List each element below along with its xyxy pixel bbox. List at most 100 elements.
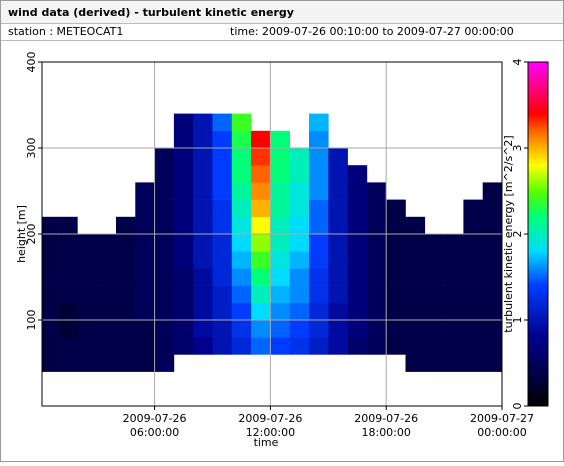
heatmap-cell [270, 182, 290, 200]
chart-title: wind data (derived) - turbulent kinetic … [8, 6, 294, 19]
heatmap-cell [212, 302, 233, 321]
heatmap-cell [270, 268, 290, 286]
heatmap-cell [308, 113, 329, 132]
heatmap-cell [212, 320, 233, 338]
heatmap-cell [328, 285, 348, 304]
heatmap-cell [463, 337, 483, 355]
heatmap-cell [270, 285, 290, 304]
heatmap-cell [270, 165, 290, 183]
heatmap-cell [386, 285, 406, 304]
heatmap-cell [444, 268, 464, 286]
heatmap-cell [366, 268, 387, 286]
heatmap-cell [347, 199, 368, 218]
plot-border [41, 61, 503, 407]
heatmap-cell [135, 216, 155, 235]
heatmap-cell [424, 268, 445, 286]
heatmap-cell [366, 320, 387, 338]
heatmap-cell [482, 268, 503, 286]
heatmap-cell [96, 302, 117, 321]
colorbar-tick-label: 2 [511, 231, 524, 238]
heatmap-cell [58, 216, 78, 235]
heatmap-cell [193, 234, 213, 252]
heatmap-cell [463, 199, 483, 218]
heatmap-cell [463, 234, 483, 252]
heatmap-cell [231, 113, 252, 132]
heatmap-cell [42, 302, 59, 321]
x-tick-label: 00:00:00 [477, 426, 526, 439]
heatmap-cell [212, 234, 233, 252]
colorbar-tick-label: 4 [511, 59, 524, 66]
heatmap-cell [251, 199, 271, 218]
heatmap-cell [328, 320, 348, 338]
heatmap-cell [405, 251, 426, 269]
heatmap-cell [115, 268, 136, 286]
heatmap-cell [308, 182, 329, 200]
heatmap-cell [444, 234, 464, 252]
heatmap-cell [173, 302, 194, 321]
heatmap-cell [193, 337, 213, 355]
heatmap-cell [424, 302, 445, 321]
heatmap-cell [482, 251, 503, 269]
heatmap-cell [193, 199, 213, 218]
heatmap-cell [115, 337, 136, 355]
heatmap-cell [251, 234, 271, 252]
heatmap-cell [58, 285, 78, 304]
heatmap-cell [444, 320, 464, 338]
y-tick-label: 200 [25, 224, 38, 245]
heatmap-cell [405, 268, 426, 286]
heatmap-cell [173, 320, 194, 338]
heatmap-cell [289, 234, 310, 252]
heatmap-cell [58, 320, 78, 338]
heatmap-cell [42, 354, 59, 372]
heatmap-cell [405, 337, 426, 355]
heatmap-cell [154, 234, 175, 252]
heatmap-cell [251, 302, 271, 321]
heatmap-cell [463, 268, 483, 286]
heatmap-cell [424, 354, 445, 372]
heatmap-cell [96, 337, 117, 355]
time-range: time: 2009-07-26 00:10:00 to 2009-07-27 … [230, 25, 514, 38]
heatmap-cell [347, 182, 368, 200]
heatmap-cell [135, 199, 155, 218]
heatmap-cell [212, 337, 233, 355]
heatmap-cell [212, 268, 233, 286]
heatmap-cell [386, 268, 406, 286]
heatmap-cell [308, 148, 329, 166]
heatmap-cell [251, 182, 271, 200]
heatmap-cell [173, 234, 194, 252]
heatmap-cell [328, 165, 348, 183]
heatmap-cell [173, 285, 194, 304]
heatmap-cell [193, 216, 213, 235]
heatmap-cell [405, 320, 426, 338]
colorbar [527, 61, 549, 407]
heatmap-cell [231, 130, 252, 149]
heatmap-cell [193, 165, 213, 183]
heatmap-cell [386, 320, 406, 338]
heatmap-cell [347, 251, 368, 269]
axes: 1002003004002009-07-2606:00:002009-07-26… [25, 52, 549, 439]
heatmap-cell [77, 234, 97, 252]
heatmap-cell [424, 337, 445, 355]
title-bar [1, 1, 563, 23]
heatmap-cell [251, 148, 271, 166]
heatmap-cell [366, 337, 387, 355]
heatmap-cell [366, 216, 387, 235]
heatmap-cell [366, 302, 387, 321]
heatmap-cell [212, 251, 233, 269]
heatmap-cell [58, 337, 78, 355]
heatmap-cell [193, 130, 213, 149]
heatmap-cell [347, 302, 368, 321]
heatmap-cell [289, 182, 310, 200]
heatmap-cell [424, 320, 445, 338]
heatmap-cell [154, 216, 175, 235]
heatmap-cell [251, 165, 271, 183]
x-tick-label: 2009-07-26 [238, 412, 302, 425]
colorbar-tick-label: 1 [511, 317, 524, 324]
x-tick-label: 18:00:00 [361, 426, 410, 439]
heatmap-cell [42, 268, 59, 286]
heatmap-cell [212, 182, 233, 200]
heatmap-cell [347, 268, 368, 286]
heatmap-cell [308, 268, 329, 286]
heatmap-cell [308, 320, 329, 338]
